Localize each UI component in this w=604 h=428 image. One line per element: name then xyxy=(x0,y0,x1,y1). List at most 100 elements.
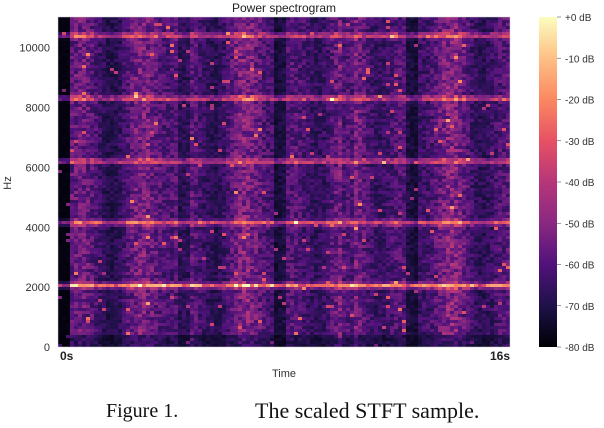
spectrogram-cell xyxy=(74,260,79,264)
spectrogram-cell xyxy=(74,116,79,120)
spectrogram-cell xyxy=(234,260,239,264)
spectrogram-cell xyxy=(130,344,135,347)
spectrogram-cell xyxy=(190,308,195,312)
spectrogram-cell xyxy=(78,299,83,303)
spectrogram-cell xyxy=(134,122,139,126)
spectrogram-cell xyxy=(66,35,71,39)
spectrogram-cell xyxy=(190,323,195,327)
spectrogram-cell xyxy=(206,74,211,78)
spectrogram-cell xyxy=(58,281,63,285)
spectrogram-cell xyxy=(166,95,171,99)
spectrogram-cell xyxy=(118,179,123,183)
spectrogram-cell xyxy=(154,149,159,153)
spectrogram-cell xyxy=(146,212,151,216)
spectrogram-cell xyxy=(126,74,131,78)
spectrogram-cell xyxy=(142,74,147,78)
spectrogram-cell xyxy=(122,221,127,225)
spectrogram-cell xyxy=(234,245,239,249)
spectrogram-cell xyxy=(134,335,139,339)
spectrogram-cell xyxy=(186,176,191,180)
spectrogram-cell xyxy=(234,134,239,138)
spectrogram-cell xyxy=(158,341,163,345)
spectrogram-cell xyxy=(182,239,187,243)
spectrogram-cell xyxy=(126,29,131,33)
spectrogram-cell xyxy=(206,221,211,225)
spectrogram-cell xyxy=(166,98,171,102)
spectrogram-cell xyxy=(238,17,243,21)
spectrogram-cell xyxy=(154,35,159,39)
spectrogram-cell xyxy=(222,77,227,81)
spectrogram-cell xyxy=(82,152,87,156)
spectrogram-cell xyxy=(222,281,227,285)
spectrogram-cell xyxy=(198,146,203,150)
spectrogram-cell xyxy=(142,119,147,123)
spectrogram-cell xyxy=(114,188,119,192)
spectrogram-cell xyxy=(154,152,159,156)
spectrogram-cell xyxy=(194,335,199,339)
spectrogram-cell xyxy=(90,56,95,60)
spectrogram-cell xyxy=(222,149,227,153)
spectrogram-cell xyxy=(106,38,111,42)
spectrogram-cell xyxy=(142,92,147,96)
spectrogram-cell xyxy=(62,26,67,30)
spectrogram-cell xyxy=(102,128,107,132)
spectrogram-cell xyxy=(194,326,199,330)
spectrogram-cell xyxy=(182,254,187,258)
spectrogram-cell xyxy=(198,158,203,162)
spectrogram-cell xyxy=(102,152,107,156)
spectrogram-cell xyxy=(142,95,147,99)
spectrogram-cell xyxy=(194,191,199,195)
spectrogram-cell xyxy=(106,317,111,321)
spectrogram-cell xyxy=(62,221,67,225)
spectrogram-cell xyxy=(230,290,235,294)
spectrogram-cell xyxy=(110,263,115,267)
spectrogram-cell xyxy=(94,116,99,120)
spectrogram-cell xyxy=(222,326,227,330)
spectrogram-cell xyxy=(230,74,235,78)
spectrogram-cell xyxy=(126,98,131,102)
spectrogram-cell xyxy=(166,59,171,63)
spectrogram-cell xyxy=(174,227,179,231)
spectrogram-cell xyxy=(178,341,183,345)
spectrogram-cell xyxy=(218,236,223,240)
spectrogram-cell xyxy=(154,44,159,48)
spectrogram-cell xyxy=(94,218,99,222)
spectrogram-cell xyxy=(154,275,159,279)
spectrogram-cell xyxy=(162,158,167,162)
spectrogram-cell xyxy=(70,215,75,219)
spectrogram-cell xyxy=(234,161,239,165)
spectrogram-cell xyxy=(158,44,163,48)
spectrogram-cell xyxy=(170,197,175,201)
spectrogram-cell xyxy=(130,296,135,300)
spectrogram-cell xyxy=(190,140,195,144)
spectrogram-cell xyxy=(166,323,171,327)
spectrogram-cell xyxy=(230,77,235,81)
spectrogram-cell xyxy=(198,287,203,291)
spectrogram-cell xyxy=(138,95,143,99)
spectrogram-cell xyxy=(154,341,159,345)
spectrogram-cell xyxy=(98,44,103,48)
spectrogram-cell xyxy=(114,311,119,315)
spectrogram-cell xyxy=(186,263,191,267)
spectrogram-cell xyxy=(194,341,199,345)
spectrogram-cell xyxy=(154,86,159,90)
spectrogram-cell xyxy=(142,146,147,150)
spectrogram-cell xyxy=(226,293,231,297)
spectrogram-cell xyxy=(122,77,127,81)
spectrogram-cell xyxy=(210,341,215,345)
spectrogram-cell xyxy=(234,86,239,90)
spectrogram-cell xyxy=(142,26,147,30)
spectrogram-cell xyxy=(114,20,119,24)
spectrogram-cell xyxy=(186,170,191,174)
spectrogram-cell xyxy=(162,119,167,123)
spectrogram-cell xyxy=(226,221,231,225)
spectrogram-cell xyxy=(134,86,139,90)
spectrogram-cell xyxy=(142,230,147,234)
spectrogram-cell xyxy=(114,263,119,267)
spectrogram-cell xyxy=(82,137,87,141)
spectrogram-cell xyxy=(154,302,159,306)
spectrogram-cell xyxy=(214,122,219,126)
spectrogram-cell xyxy=(186,122,191,126)
spectrogram-cell xyxy=(214,71,219,75)
spectrogram-cell xyxy=(198,245,203,249)
